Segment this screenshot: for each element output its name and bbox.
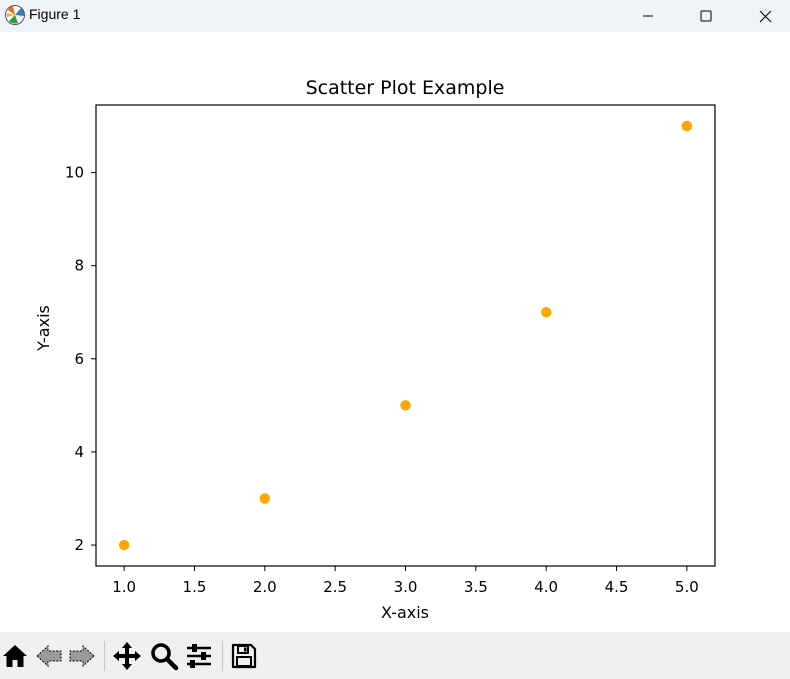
x-tick-label: 1.5 (183, 578, 207, 596)
scatter-point (259, 493, 271, 504)
window-titlebar: Figure 1 (0, 0, 790, 32)
figure-canvas[interactable]: Scatter Plot Example 1.0 1.5 2.0 2.5 3.0 3.5 4… (0, 32, 790, 632)
y-tick-label: 8 (74, 257, 84, 275)
minimize-button[interactable] (619, 0, 677, 32)
back-arrow-icon (36, 644, 62, 668)
y-tick-label: 2 (74, 536, 84, 554)
matplotlib-app-icon (5, 5, 25, 25)
magnifier-icon (151, 643, 179, 671)
x-tick-label: 5.0 (675, 578, 699, 596)
minimize-icon (643, 15, 653, 17)
x-tick-label: 3.5 (464, 578, 488, 596)
maximize-button[interactable] (677, 0, 735, 32)
y-tick-label: 6 (74, 350, 84, 368)
y-tick-label: 4 (74, 443, 84, 461)
y-axis-ticks: 2 4 6 8 10 (65, 164, 96, 554)
y-tick-label: 10 (65, 164, 84, 182)
x-tick-label: 2.0 (253, 578, 277, 596)
window-title: Figure 1 (29, 6, 81, 22)
scatter-point (540, 307, 552, 318)
x-axis-ticks: 1.0 1.5 2.0 2.5 3.0 3.5 4.0 4.5 5.0 (112, 566, 699, 596)
floppy-disk-icon (231, 643, 257, 669)
x-tick-label: 3.0 (394, 578, 418, 596)
y-axis-label: Y-axis (34, 305, 53, 352)
maximize-icon (700, 10, 712, 22)
scatter-chart: Scatter Plot Example 1.0 1.5 2.0 2.5 3.0 3.5 4… (34, 77, 716, 622)
x-tick-label: 4.5 (605, 578, 629, 596)
navigation-toolbar (0, 632, 790, 679)
sliders-icon (187, 644, 211, 668)
pan-button[interactable] (112, 640, 142, 672)
home-button[interactable] (0, 640, 30, 672)
scatter-point (400, 400, 411, 411)
forward-button[interactable] (67, 640, 97, 672)
forward-arrow-icon (69, 644, 95, 668)
toolbar-separator (104, 641, 105, 671)
x-axis-label: X-axis (381, 603, 429, 622)
scatter-point (681, 120, 693, 132)
close-icon (759, 10, 771, 22)
move-icon (113, 642, 141, 670)
chart-title: Scatter Plot Example (306, 77, 505, 99)
x-tick-label: 2.5 (323, 578, 347, 596)
x-tick-label: 1.0 (112, 578, 136, 596)
configure-subplots-button[interactable] (184, 640, 214, 672)
back-button[interactable] (34, 640, 64, 672)
scatter-point (118, 539, 130, 551)
data-points (118, 120, 693, 551)
plot-area (95, 104, 716, 567)
toolbar-separator (222, 641, 223, 671)
x-tick-label: 4.0 (534, 578, 558, 596)
zoom-button[interactable] (149, 640, 179, 672)
close-button[interactable] (736, 0, 790, 32)
save-button[interactable] (229, 640, 259, 672)
home-icon (3, 645, 27, 667)
